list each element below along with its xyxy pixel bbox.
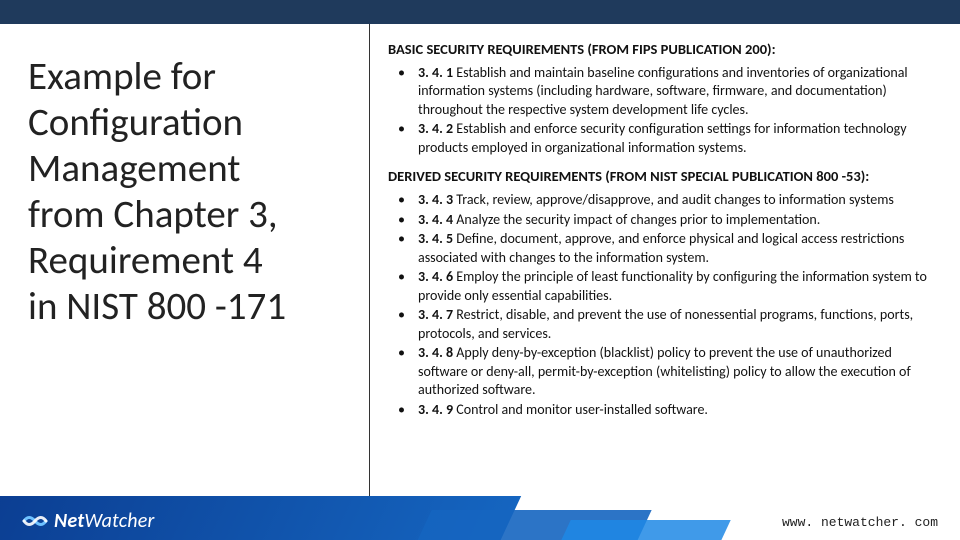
netwatcher-logo-text: NetWatcher <box>54 509 155 533</box>
item-text: Establish and enforce security configura… <box>418 120 907 155</box>
list-item: 3. 4. 3 Track, review, approve/disapprov… <box>396 191 940 209</box>
logo-bold: Net <box>54 509 84 533</box>
logo-light: Watcher <box>84 509 154 533</box>
list-item: 3. 4. 8 Apply deny-by-exception (blackli… <box>396 344 940 399</box>
footer-url: www. netwatcher. com <box>782 515 938 530</box>
netwatcher-logo: NetWatcher <box>22 509 155 533</box>
right-panel: BASIC SECURITY REQUIREMENTS (FROM FIPS P… <box>370 24 960 496</box>
list-item: 3. 4. 2 Establish and enforce security c… <box>396 120 940 157</box>
item-text: Analyze the security impact of changes p… <box>456 211 820 228</box>
list-item: 3. 4. 9 Control and monitor user-install… <box>396 401 940 419</box>
list-item: 3. 4. 4 Analyze the security impact of c… <box>396 211 940 229</box>
title-line: in NIST 800 -171 <box>28 283 286 330</box>
item-number: 3. 4. 5 <box>418 230 453 247</box>
footer-swoop-shape <box>549 520 730 540</box>
title-line: Requirement 4 <box>28 237 263 284</box>
item-number: 3. 4. 3 <box>418 191 453 208</box>
item-number: 3. 4. 9 <box>418 401 453 418</box>
slide-title: Example for Configuration Management fro… <box>28 54 351 330</box>
item-number: 3. 4. 1 <box>418 64 453 81</box>
item-text: Track, review, approve/disapprove, and a… <box>456 191 894 208</box>
list-item: 3. 4. 6 Employ the principle of least fu… <box>396 268 940 305</box>
basic-requirements-list: 3. 4. 1 Establish and maintain baseline … <box>396 64 940 157</box>
derived-requirements-list: 3. 4. 3 Track, review, approve/disapprov… <box>396 191 940 419</box>
title-line: Configuration <box>28 99 243 146</box>
item-number: 3. 4. 7 <box>418 306 453 323</box>
item-number: 3. 4. 6 <box>418 268 453 285</box>
left-panel: Example for Configuration Management fro… <box>0 24 370 496</box>
basic-requirements-heading: BASIC SECURITY REQUIREMENTS (FROM FIPS P… <box>388 40 940 58</box>
list-item: 3. 4. 7 Restrict, disable, and prevent t… <box>396 306 940 343</box>
item-number: 3. 4. 2 <box>418 120 453 137</box>
item-text: Employ the principle of least functional… <box>418 268 927 303</box>
main-content: Example for Configuration Management fro… <box>0 24 960 496</box>
item-text: Control and monitor user-installed softw… <box>456 401 708 418</box>
item-number: 3. 4. 4 <box>418 211 453 228</box>
item-number: 3. 4. 8 <box>418 344 453 361</box>
title-line: Management <box>28 145 240 192</box>
netwatcher-logo-icon <box>22 512 48 530</box>
list-item: 3. 4. 1 Establish and maintain baseline … <box>396 64 940 119</box>
top-accent-bar <box>0 0 960 24</box>
list-item: 3. 4. 5 Define, document, approve, and e… <box>396 230 940 267</box>
item-text: Apply deny-by-exception (blacklist) poli… <box>418 344 911 398</box>
title-line: from Chapter 3, <box>28 191 278 238</box>
footer: NetWatcher www. netwatcher. com <box>0 496 960 540</box>
item-text: Restrict, disable, and prevent the use o… <box>418 306 913 341</box>
title-line: Example for <box>28 53 216 100</box>
item-text: Define, document, approve, and enforce p… <box>418 230 904 265</box>
item-text: Establish and maintain baseline configur… <box>418 64 908 118</box>
derived-requirements-heading: DERIVED SECURITY REQUIREMENTS (FROM NIST… <box>388 167 940 185</box>
